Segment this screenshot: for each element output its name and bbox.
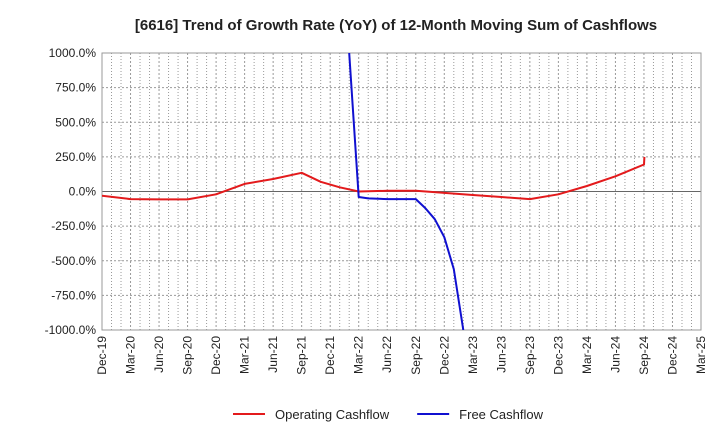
- y-tick-label: 500.0%: [55, 115, 96, 129]
- y-tick-label: -500.0%: [51, 254, 96, 268]
- y-tick-label: 750.0%: [55, 81, 96, 95]
- legend: Operating Cashflow Free Cashflow: [233, 407, 544, 422]
- legend-label: Operating Cashflow: [275, 407, 390, 422]
- x-tick-label: Sep-21: [295, 336, 309, 375]
- y-tick-label: 0.0%: [69, 185, 97, 199]
- legend-label: Free Cashflow: [459, 407, 543, 422]
- series-lines: [102, 53, 646, 330]
- y-axis-ticks: 1000.0% 750.0% 500.0% 250.0% 0.0% -250.0% -500…: [45, 46, 97, 337]
- x-tick-label: Jun-23: [494, 336, 508, 373]
- x-tick-label: Dec-22: [437, 336, 451, 375]
- x-tick-label: Mar-25: [694, 336, 708, 374]
- x-tick-label: Jun-22: [380, 336, 394, 373]
- x-tick-label: Mar-23: [466, 336, 480, 374]
- x-tick-label: Sep-20: [181, 336, 195, 375]
- x-tick-label: Mar-22: [352, 336, 366, 374]
- y-tick-label: 250.0%: [55, 150, 96, 164]
- y-tick-label: -750.0%: [51, 288, 96, 302]
- x-tick-label: Mar-20: [124, 336, 138, 374]
- plot-frame: [101, 52, 702, 331]
- x-tick-label: Mar-21: [238, 336, 252, 374]
- x-tick-label: Jun-21: [266, 336, 280, 373]
- gridlines: [101, 52, 702, 331]
- x-tick-label: Dec-21: [323, 336, 337, 375]
- x-tick-label: Sep-22: [409, 336, 423, 375]
- x-tick-label: Sep-24: [637, 336, 651, 375]
- x-tick-label: Dec-19: [95, 336, 109, 375]
- x-tick-label: Sep-23: [523, 336, 537, 375]
- series-line-free-cashflow: [348, 53, 465, 330]
- y-tick-label: -1000.0%: [45, 323, 97, 337]
- x-tick-label: Jun-24: [608, 336, 622, 373]
- x-tick-label: Dec-24: [665, 336, 679, 375]
- series-line-operating-cashflow: [102, 156, 646, 201]
- x-tick-label: Dec-23: [551, 336, 565, 375]
- chart-title: [6616] Trend of Growth Rate (YoY) of 12-…: [135, 17, 657, 34]
- x-tick-label: Jun-20: [152, 336, 166, 373]
- x-tick-label: Mar-24: [580, 336, 594, 374]
- x-tick-label: Dec-20: [209, 336, 223, 375]
- y-tick-label: -250.0%: [51, 219, 96, 233]
- x-axis-ticks: Dec-19 Mar-20 Jun-20 Sep-20 Dec-20 Mar-21 Jun-…: [95, 336, 708, 375]
- y-tick-label: 1000.0%: [49, 46, 97, 60]
